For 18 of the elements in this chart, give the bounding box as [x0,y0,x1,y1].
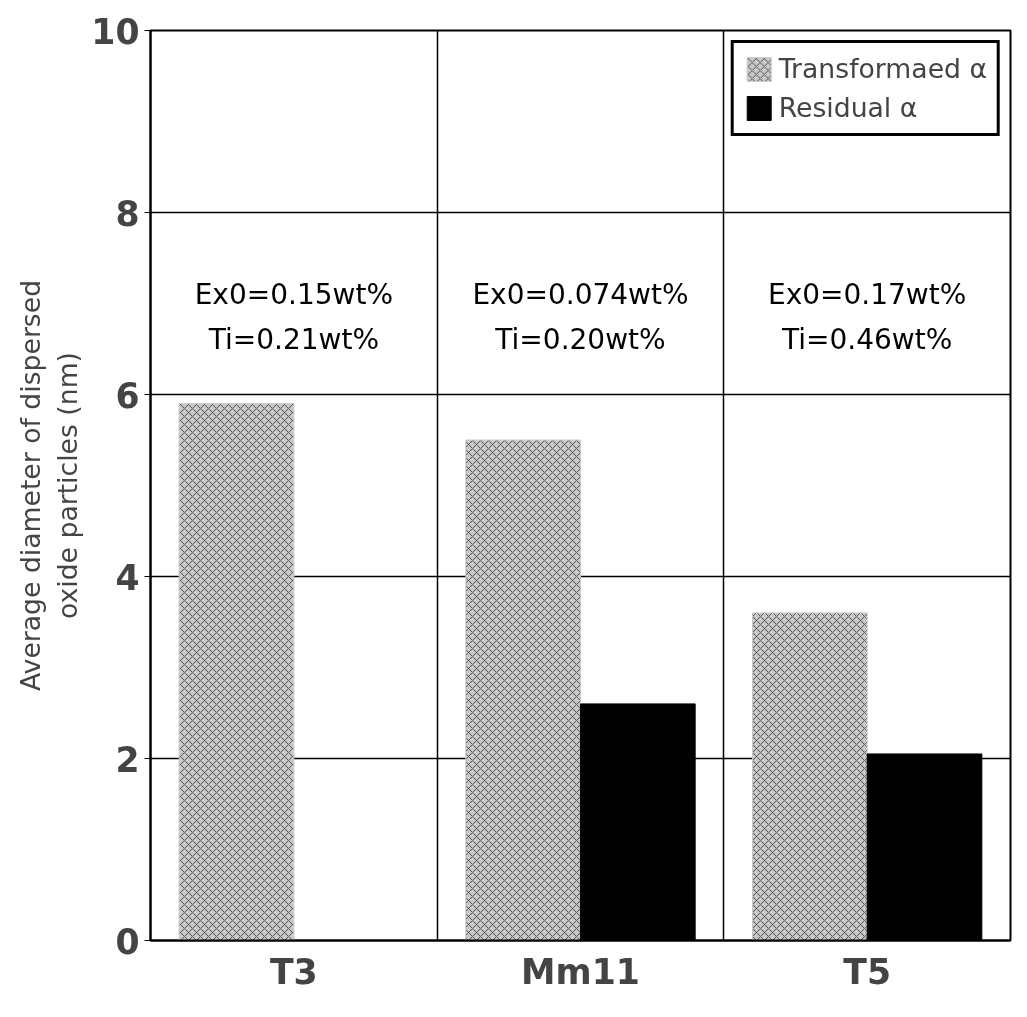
x-tick-label: T5 [843,951,892,992]
y-tick-label: 8 [115,193,140,234]
x-tick-label: Mm11 [521,951,640,992]
y-tick-label: 6 [115,375,140,416]
annotation: Ti=0.20wt% [494,323,666,357]
annotation: Ti=0.46wt% [781,323,953,357]
x-tick-label: T3 [269,951,318,992]
y-tick-label: 4 [115,557,140,598]
y-tick-label: 10 [91,11,140,52]
annotation: Ex0=0.17wt% [767,277,967,311]
annotation: Ex0=0.074wt% [472,277,689,311]
legend-label: Transformaed α [778,53,987,84]
y-tick-label: 0 [115,921,140,962]
legend-label: Residual α [778,92,918,123]
annotation: Ex0=0.15wt% [194,277,394,311]
y-axis-title: Average diameter of dispersed oxide particles (nm) [15,279,84,692]
annotation: Ti=0.21wt% [207,323,379,357]
y-tick-label: 2 [115,739,140,780]
